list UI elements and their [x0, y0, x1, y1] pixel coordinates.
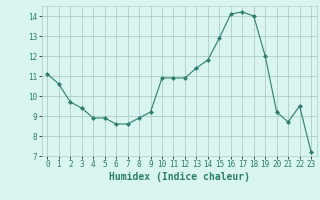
- X-axis label: Humidex (Indice chaleur): Humidex (Indice chaleur): [109, 172, 250, 182]
